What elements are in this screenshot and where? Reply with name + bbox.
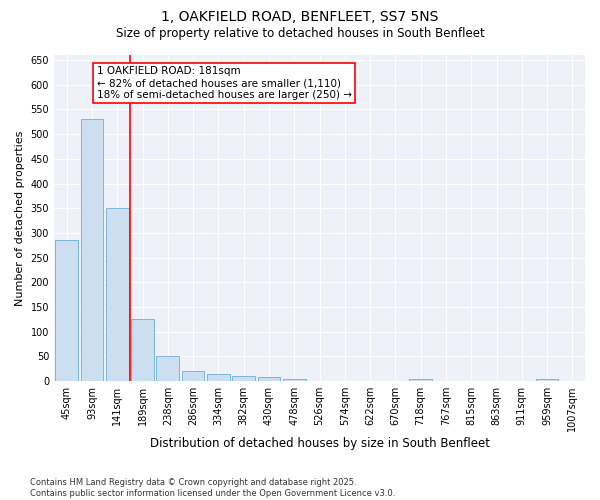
X-axis label: Distribution of detached houses by size in South Benfleet: Distribution of detached houses by size … <box>149 437 490 450</box>
Bar <box>55 240 78 381</box>
Text: Size of property relative to detached houses in South Benfleet: Size of property relative to detached ho… <box>116 28 484 40</box>
Text: 1 OAKFIELD ROAD: 181sqm
← 82% of detached houses are smaller (1,110)
18% of semi: 1 OAKFIELD ROAD: 181sqm ← 82% of detache… <box>97 66 352 100</box>
Bar <box>283 378 305 381</box>
Bar <box>536 378 559 381</box>
Text: 1, OAKFIELD ROAD, BENFLEET, SS7 5NS: 1, OAKFIELD ROAD, BENFLEET, SS7 5NS <box>161 10 439 24</box>
Bar <box>80 120 103 381</box>
Bar <box>106 208 128 381</box>
Bar <box>157 356 179 381</box>
Bar <box>182 372 205 381</box>
Bar <box>409 378 432 381</box>
Bar <box>232 376 255 381</box>
Bar <box>257 378 280 381</box>
Bar <box>131 320 154 381</box>
Bar <box>207 374 230 381</box>
Y-axis label: Number of detached properties: Number of detached properties <box>15 130 25 306</box>
Text: Contains HM Land Registry data © Crown copyright and database right 2025.
Contai: Contains HM Land Registry data © Crown c… <box>30 478 395 498</box>
